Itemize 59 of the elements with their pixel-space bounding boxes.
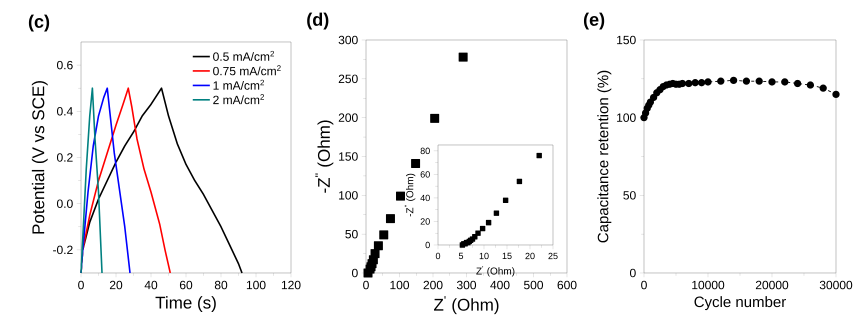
x-tick-label: 40 bbox=[144, 280, 158, 290]
x-tick-label: 80 bbox=[214, 280, 228, 290]
y-tick-label: 60 bbox=[420, 171, 430, 178]
y-tick-label: 150 bbox=[339, 152, 358, 161]
x-tick-label: 500 bbox=[524, 280, 544, 290]
legend-label: 2 mA/cm$^{2}$ bbox=[213, 94, 264, 104]
y-axis-title: -Z$^{''}$ (Ohm) bbox=[315, 120, 334, 193]
y-tick-label: 0 bbox=[352, 268, 358, 278]
y-tick-label: 40 bbox=[420, 194, 430, 202]
legend-label: 1 mA/cm$^{2}$ bbox=[214, 80, 264, 90]
x-tick-label: 10000 bbox=[692, 280, 724, 290]
y-tick-label: 250 bbox=[338, 74, 358, 84]
y-axis-title: Capacitance retention (%) bbox=[597, 70, 612, 242]
x-axis-title: Time (s) bbox=[156, 296, 216, 312]
chart-title: (c) bbox=[28, 14, 50, 32]
y-tick-label: 100 bbox=[339, 191, 358, 200]
x-tick-label: 25 bbox=[548, 252, 558, 260]
x-tick-label: 20 bbox=[110, 280, 122, 290]
x-tick-label: 5 bbox=[458, 252, 464, 260]
x-tick-label: 120 bbox=[282, 280, 301, 290]
y-tick-label: 0.0 bbox=[57, 199, 73, 208]
x-tick-label: 20 bbox=[525, 252, 535, 260]
y-tick-label: 50 bbox=[345, 230, 358, 238]
x-axis-title: Z$^{'}$ (Ohm) bbox=[434, 296, 498, 314]
y-tick-label: 0.6 bbox=[57, 60, 73, 70]
y-tick-label: 20 bbox=[420, 218, 430, 225]
y-tick-label: 200 bbox=[338, 113, 358, 122]
x-axis-title: Z$^{'}$ (Ohm) bbox=[476, 266, 514, 277]
y-tick-label: 50 bbox=[623, 191, 636, 200]
legend-label: 0.5 mA/cm$^{2}$ bbox=[213, 50, 274, 61]
y-tick-label: 300 bbox=[338, 36, 358, 44]
chart-title: (e) bbox=[584, 12, 604, 30]
y-tick-label: 80 bbox=[420, 148, 430, 154]
x-tick-label: 10 bbox=[480, 252, 489, 260]
x-tick-label: 0 bbox=[641, 280, 647, 290]
y-tick-label: -0.2 bbox=[53, 246, 73, 254]
y-tick-label: 0 bbox=[630, 268, 636, 278]
x-tick-label: 20000 bbox=[756, 280, 788, 290]
y-tick-label: 0.4 bbox=[57, 107, 73, 116]
x-tick-label: 30000 bbox=[820, 280, 852, 290]
legend-label: 0.75 mA/cm$^{2}$ bbox=[213, 65, 281, 76]
chart-title: (d) bbox=[307, 12, 328, 30]
x-tick-label: 15 bbox=[502, 252, 512, 260]
x-tick-label: 600 bbox=[558, 280, 577, 290]
x-tick-label: 400 bbox=[490, 280, 510, 290]
y-tick-label: 150 bbox=[617, 36, 636, 44]
y-axis-title: Potential (V vs SCE) bbox=[32, 81, 48, 234]
y-tick-label: 100 bbox=[617, 113, 636, 122]
x-axis-title: Cycle number bbox=[694, 296, 786, 310]
x-tick-label: 100 bbox=[246, 280, 266, 290]
y-tick-label: 0 bbox=[426, 242, 430, 248]
y-axis-title: -Z$^{''}$ (Ohm) bbox=[404, 174, 416, 216]
x-tick-label: 0 bbox=[363, 280, 369, 290]
x-tick-label: 60 bbox=[180, 280, 192, 290]
x-tick-label: 0 bbox=[436, 252, 440, 260]
y-tick-label: 0.2 bbox=[57, 153, 73, 162]
x-tick-label: 100 bbox=[390, 280, 410, 290]
x-tick-label: 0 bbox=[78, 280, 84, 290]
x-tick-label: 300 bbox=[456, 280, 476, 290]
